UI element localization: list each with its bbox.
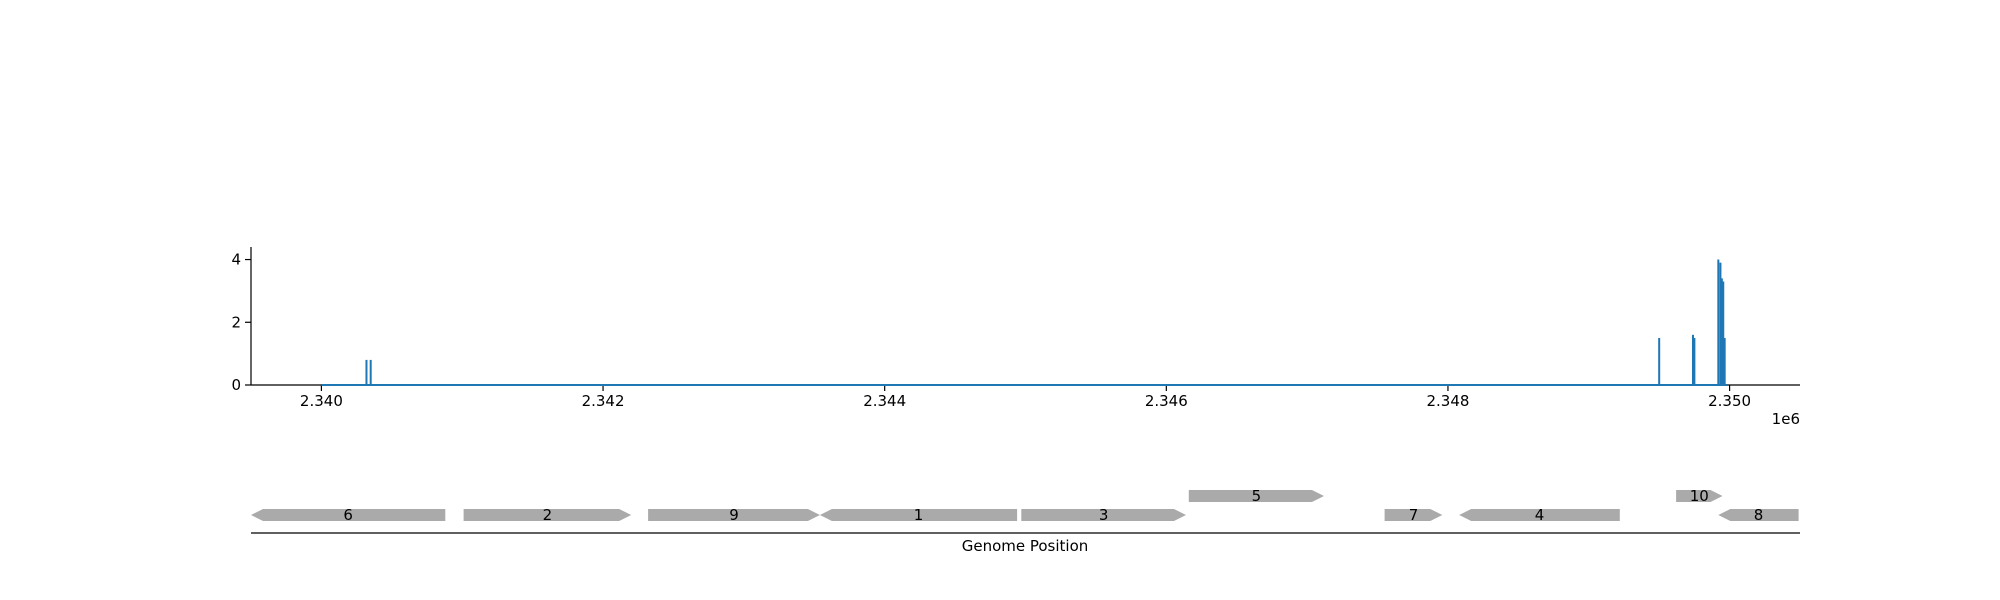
x-tick-label: 2.350 bbox=[1708, 392, 1751, 410]
gene-label-9: 9 bbox=[729, 506, 739, 524]
gene-arrow-6 bbox=[251, 509, 446, 521]
gene-arrow-8 bbox=[1718, 509, 1799, 521]
gene-arrow-1 bbox=[819, 509, 1018, 521]
gene-label-3: 3 bbox=[1099, 506, 1109, 524]
gene-arrow-10 bbox=[1676, 490, 1723, 502]
coverage-plot: 0 2 4 2.340 2.342 2.344 2.346 2.348 2.350 1e6 bbox=[231, 247, 1800, 428]
gene-track-x-label: Genome Position bbox=[962, 537, 1089, 555]
gene-label-6: 6 bbox=[343, 506, 353, 524]
x-tick-label: 2.344 bbox=[863, 392, 906, 410]
gene-label-5: 5 bbox=[1252, 487, 1262, 505]
x-tick-label: 2.346 bbox=[1145, 392, 1188, 410]
x-axis-offset-label: 1e6 bbox=[1772, 410, 1800, 428]
y-tick-label: 4 bbox=[231, 251, 241, 269]
x-tick-label: 2.340 bbox=[300, 392, 343, 410]
gene-arrow-3 bbox=[1021, 509, 1186, 521]
y-tick-label: 0 bbox=[231, 376, 241, 394]
y-axis-ticks: 0 2 4 bbox=[231, 251, 251, 394]
x-tick-label: 2.348 bbox=[1426, 392, 1469, 410]
gene-label-10: 10 bbox=[1690, 487, 1709, 505]
gene-features: 6 2 9 1 3 5 7 4 10 8 bbox=[251, 487, 1799, 524]
gene-track: 6 2 9 1 3 5 7 4 10 8 Genome Position bbox=[251, 487, 1800, 555]
gene-label-1: 1 bbox=[914, 506, 924, 524]
x-tick-label: 2.342 bbox=[582, 392, 625, 410]
gene-label-8: 8 bbox=[1754, 506, 1764, 524]
gene-arrow-2 bbox=[463, 509, 632, 521]
gene-arrow-5 bbox=[1188, 490, 1324, 502]
gene-label-7: 7 bbox=[1409, 506, 1419, 524]
gene-arrow-9 bbox=[648, 509, 820, 521]
coverage-series bbox=[321, 259, 1727, 386]
y-tick-label: 2 bbox=[231, 313, 241, 331]
gene-label-2: 2 bbox=[543, 506, 553, 524]
x-axis-ticks: 2.340 2.342 2.344 2.346 2.348 2.350 bbox=[300, 385, 1751, 410]
gene-arrow-7 bbox=[1384, 509, 1443, 521]
gene-arrow-4 bbox=[1459, 509, 1620, 521]
gene-label-4: 4 bbox=[1535, 506, 1545, 524]
